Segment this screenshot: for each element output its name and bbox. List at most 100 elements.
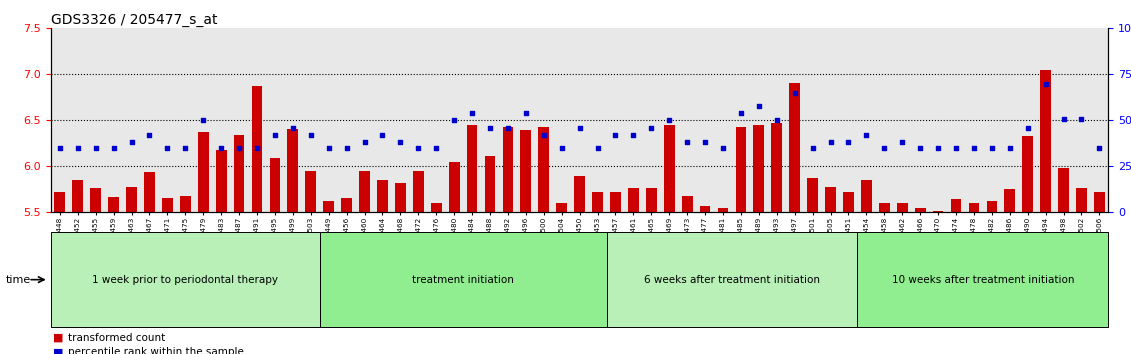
Bar [861, 180, 872, 212]
Point [750, 103, 768, 108]
Bar [575, 176, 585, 212]
Bar [216, 150, 226, 212]
Point [266, 132, 284, 138]
Point [588, 145, 606, 151]
Point [857, 132, 875, 138]
Bar [556, 203, 567, 212]
Bar [251, 86, 262, 212]
Point [355, 139, 373, 145]
Bar [879, 203, 890, 212]
Point [104, 145, 122, 151]
Point [337, 145, 355, 151]
Point [571, 125, 589, 131]
Bar [682, 196, 692, 212]
Bar [269, 158, 280, 212]
Bar [771, 123, 783, 212]
Point [1037, 81, 1055, 86]
Text: treatment initiation: treatment initiation [412, 275, 515, 285]
Point [213, 145, 231, 151]
Text: transformed count: transformed count [68, 333, 165, 343]
Bar [287, 129, 299, 212]
Bar [109, 197, 119, 212]
Bar [789, 82, 800, 212]
Bar [735, 127, 746, 212]
Point [553, 145, 571, 151]
Point [606, 132, 624, 138]
Text: 10 weeks after treatment initiation: 10 weeks after treatment initiation [891, 275, 1074, 285]
Point [463, 110, 481, 116]
Point [158, 145, 176, 151]
Bar [127, 187, 137, 212]
Point [912, 145, 930, 151]
Point [140, 132, 158, 138]
Point [1090, 145, 1108, 151]
Bar [1004, 189, 1016, 212]
Bar [342, 198, 352, 212]
Point [983, 145, 1001, 151]
Bar [485, 156, 495, 212]
Bar [431, 203, 441, 212]
Bar [646, 188, 657, 212]
Point [409, 145, 428, 151]
Point [696, 139, 714, 145]
Point [195, 118, 213, 123]
Point [965, 145, 983, 151]
Bar [520, 131, 532, 212]
Bar [933, 211, 943, 212]
Point [786, 90, 804, 96]
Bar [808, 178, 818, 212]
Point [176, 145, 195, 151]
Bar [628, 188, 639, 212]
Bar [502, 127, 513, 212]
Point [248, 145, 266, 151]
Point [320, 145, 338, 151]
Bar [1094, 192, 1105, 212]
Bar [449, 162, 459, 212]
Bar [610, 192, 621, 212]
Point [804, 145, 822, 151]
Point [122, 139, 140, 145]
Bar [664, 125, 674, 212]
Point [373, 132, 391, 138]
Bar [1076, 188, 1087, 212]
Bar [162, 198, 173, 212]
Point [875, 145, 893, 151]
Text: GDS3326 / 205477_s_at: GDS3326 / 205477_s_at [51, 13, 217, 27]
Bar [915, 208, 925, 212]
Bar [1041, 70, 1051, 212]
Bar [54, 192, 66, 212]
Point [481, 125, 499, 131]
Text: 1 week prior to periodontal therapy: 1 week prior to periodontal therapy [93, 275, 278, 285]
Point [768, 118, 786, 123]
Point [642, 125, 661, 131]
Point [302, 132, 320, 138]
Bar [538, 127, 550, 212]
Bar [180, 196, 191, 212]
Point [284, 125, 302, 131]
Bar [826, 187, 836, 212]
Point [679, 139, 697, 145]
Point [839, 139, 857, 145]
Bar [467, 125, 477, 212]
Point [446, 118, 464, 123]
Bar [305, 171, 317, 212]
Point [893, 139, 912, 145]
Bar [951, 199, 961, 212]
Bar [377, 180, 388, 212]
Bar [968, 203, 979, 212]
Point [929, 145, 947, 151]
Point [51, 145, 69, 151]
Point [1019, 125, 1037, 131]
Point [714, 145, 732, 151]
Point [517, 110, 535, 116]
Text: ■: ■ [53, 333, 63, 343]
Bar [1022, 136, 1033, 212]
Text: ■: ■ [53, 347, 63, 354]
Point [624, 132, 642, 138]
Point [428, 145, 446, 151]
Point [821, 139, 839, 145]
Point [230, 145, 248, 151]
Point [499, 125, 517, 131]
Bar [1059, 168, 1069, 212]
Bar [593, 192, 603, 212]
